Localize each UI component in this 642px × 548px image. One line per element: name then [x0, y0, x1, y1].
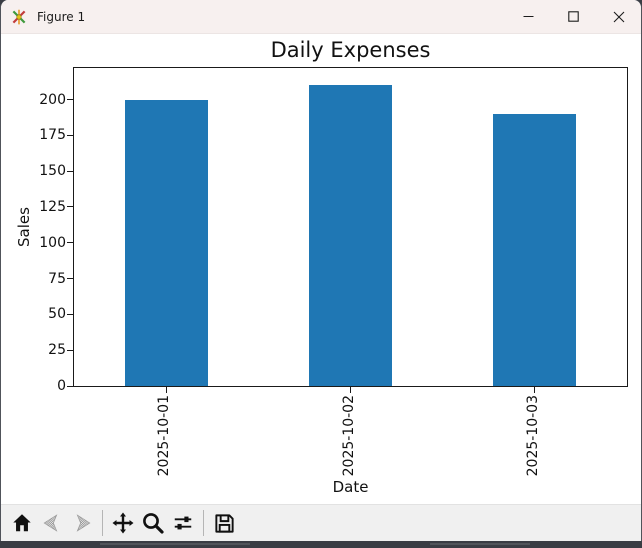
minimize-button[interactable] — [506, 0, 551, 33]
y-tick-mark — [67, 349, 73, 351]
matplotlib-icon — [12, 9, 26, 24]
save-button[interactable] — [209, 508, 239, 538]
home-button[interactable] — [7, 508, 37, 538]
y-tick-label: 50 — [48, 306, 66, 323]
x-tick-mark — [534, 387, 536, 393]
sliders-icon — [174, 516, 192, 530]
forward-button[interactable] — [67, 508, 97, 538]
y-tick-label: 0 — [57, 378, 66, 394]
x-axis-label: Date — [332, 478, 369, 496]
y-tick-mark — [67, 242, 73, 244]
x-tick-mark — [165, 387, 167, 393]
forward-icon — [76, 514, 91, 532]
zoom-rect-icon — [143, 513, 164, 534]
plot-area: Daily Expenses Sales Date 0 25 50 75 100 125 1… — [15, 38, 628, 496]
window-controls — [506, 0, 641, 33]
bar — [124, 99, 208, 386]
zoom-button[interactable] — [138, 508, 168, 538]
close-button[interactable] — [596, 0, 641, 33]
pan-button[interactable] — [108, 508, 138, 538]
navigation-toolbar — [1, 504, 641, 541]
pan-icon — [112, 512, 134, 534]
maximize-icon — [568, 11, 579, 22]
y-tick-mark — [67, 170, 73, 172]
y-tick-mark — [67, 313, 73, 315]
titlebar[interactable]: Figure 1 — [1, 0, 641, 34]
y-tick-mark — [67, 206, 73, 208]
y-tick-label: 75 — [48, 270, 66, 287]
y-tick-mark — [67, 385, 73, 387]
y-tick-label: 175 — [39, 127, 66, 144]
y-tick-mark — [67, 134, 73, 136]
save-icon — [214, 513, 234, 533]
toolbar-separator — [203, 510, 204, 536]
back-button[interactable] — [37, 508, 67, 538]
y-tick-label: 125 — [39, 198, 66, 215]
y-tick-label: 150 — [39, 163, 66, 180]
background-window-strip — [0, 541, 642, 548]
y-tick-label: 25 — [48, 342, 66, 359]
strip-dash — [430, 543, 530, 545]
y-tick-label: 100 — [39, 234, 66, 251]
chart-title: Daily Expenses — [270, 38, 431, 62]
y-tick-label: 200 — [39, 91, 66, 108]
toolbar-separator — [102, 510, 103, 536]
bar — [493, 113, 577, 386]
window-title: Figure 1 — [37, 9, 86, 24]
configure-subplots-button[interactable] — [168, 508, 198, 538]
home-icon — [13, 514, 31, 532]
close-icon — [613, 11, 624, 22]
figure-canvas: Daily Expenses Sales Date 0 25 50 75 100 125 1… — [1, 34, 641, 504]
x-tick-label: 2025-10-03 — [524, 395, 541, 477]
y-tick-mark — [67, 99, 73, 100]
strip-dash — [100, 543, 250, 545]
x-tick-label: 2025-10-02 — [340, 395, 357, 477]
minimize-icon — [523, 15, 534, 18]
bar — [309, 85, 392, 386]
maximize-button[interactable] — [551, 0, 596, 33]
x-tick-mark — [350, 387, 351, 393]
y-tick-mark — [67, 278, 73, 280]
x-tick-label: 2025-10-01 — [156, 395, 173, 477]
back-icon — [43, 514, 58, 532]
